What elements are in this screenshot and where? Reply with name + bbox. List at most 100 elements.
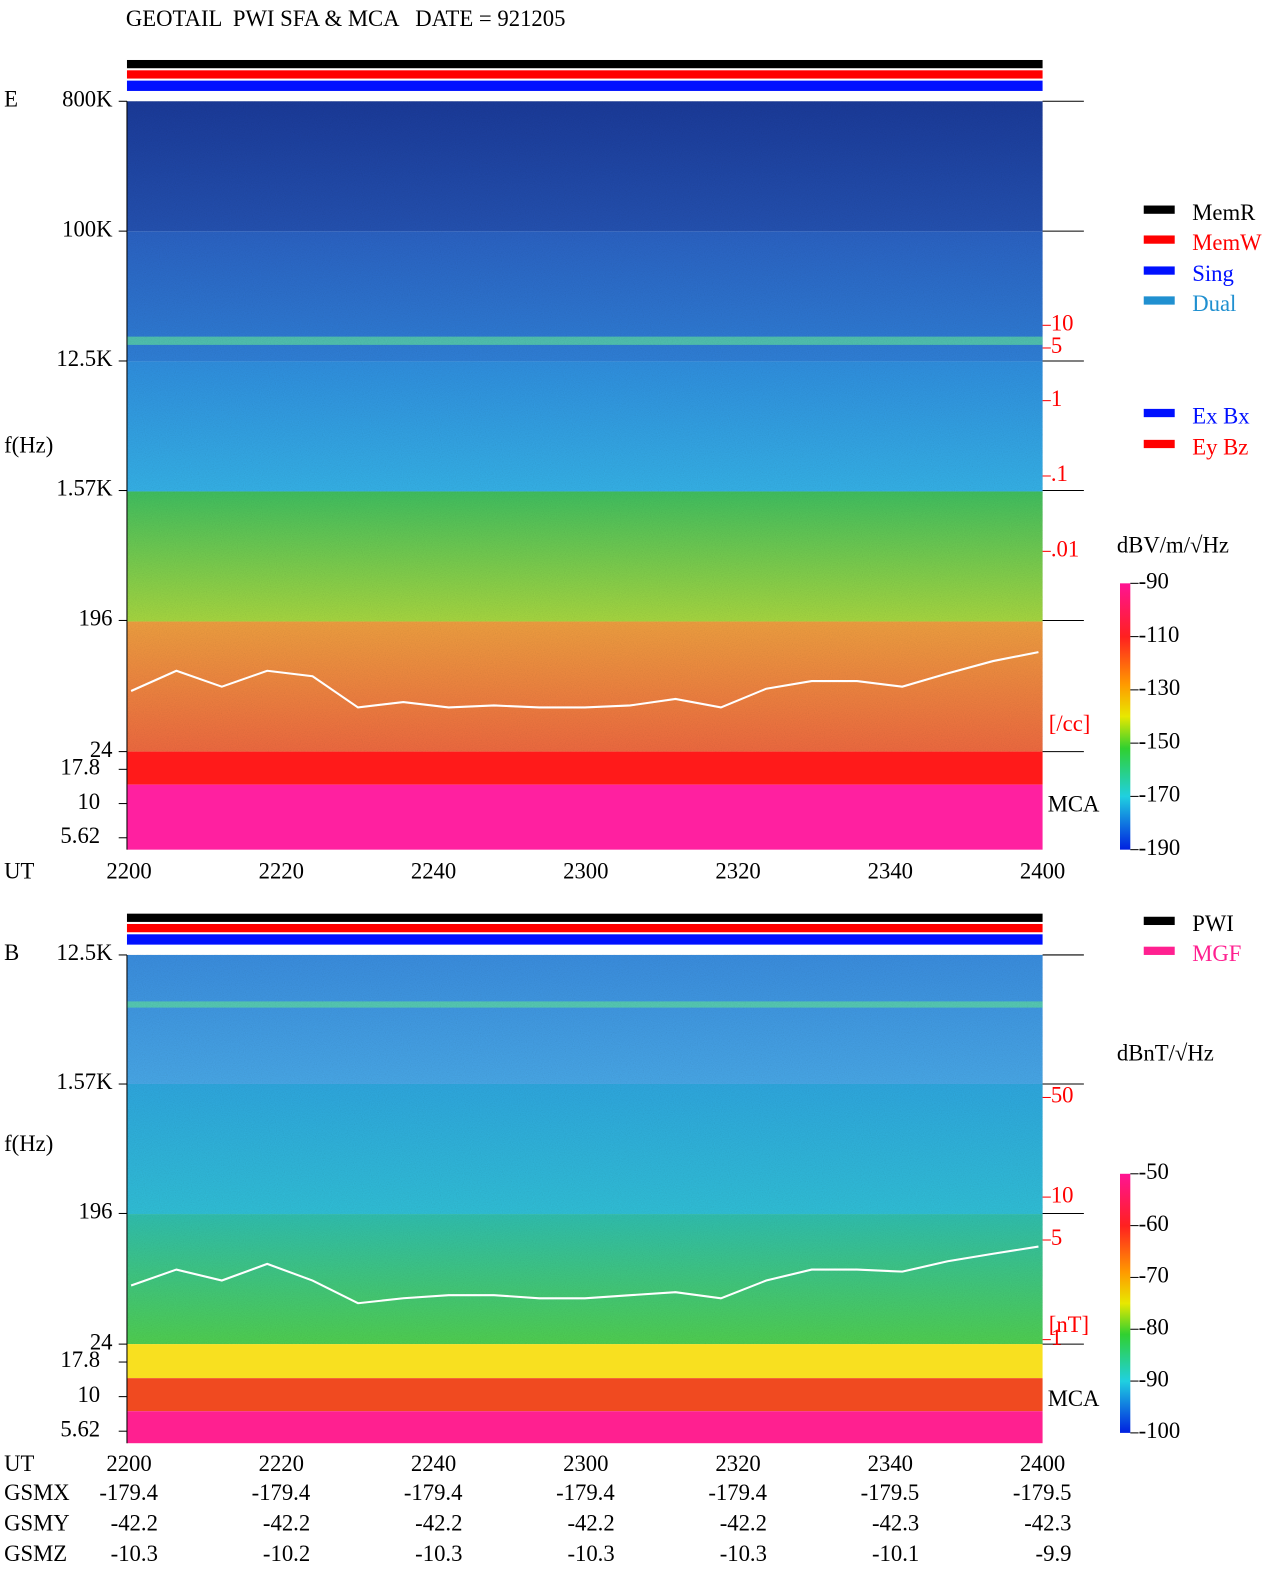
orbit-value: -9.9 xyxy=(1036,1541,1072,1566)
orbit-value: -10.3 xyxy=(567,1541,614,1566)
status-bar xyxy=(126,80,1043,91)
orbit-value: -179.4 xyxy=(99,1480,158,1505)
colorbar xyxy=(1120,1173,1131,1433)
colorbar-tick-label: -60 xyxy=(1139,1211,1169,1236)
mca-label: MCA xyxy=(1048,792,1100,817)
orbit-value: -179.4 xyxy=(252,1480,311,1505)
legend-swatch xyxy=(1143,946,1175,955)
status-bar xyxy=(126,934,1043,945)
orbit-row-label: GSMX xyxy=(4,1480,70,1505)
status-bar xyxy=(126,913,1043,922)
mca-tick-label: 17.8 xyxy=(60,1347,100,1372)
orbit-value: -10.3 xyxy=(720,1541,767,1566)
colorbar-tick-label: -170 xyxy=(1139,782,1181,807)
orbit-row-label: GSMZ xyxy=(4,1541,67,1566)
colorbar xyxy=(1120,583,1131,850)
y-axis-label: f(Hz) xyxy=(4,1131,53,1156)
orbit-value: -10.1 xyxy=(872,1541,919,1566)
panel-label: E xyxy=(4,86,18,111)
orbit-value: -10.3 xyxy=(415,1541,462,1566)
colorbar-tick-label: -90 xyxy=(1139,1366,1169,1391)
colorbar-tick-label: -130 xyxy=(1139,675,1181,700)
legend-swatch xyxy=(1143,408,1175,418)
y2-tick-label: .1 xyxy=(1051,461,1068,486)
spectrogram-noise xyxy=(126,954,1043,1345)
status-bar xyxy=(126,59,1043,69)
x-tick-label: 2320 xyxy=(715,859,760,884)
orbit-value: -42.2 xyxy=(263,1510,310,1535)
colorbar-tick-label: -110 xyxy=(1139,622,1180,647)
x-axis-label: UT xyxy=(4,859,34,884)
density-line xyxy=(130,651,1039,709)
orbit-value: -179.5 xyxy=(861,1480,920,1505)
legend-label: Dual xyxy=(1192,291,1236,316)
orbit-value: -10.2 xyxy=(263,1541,310,1566)
legend-swatch xyxy=(1143,916,1175,926)
colorbar-tick-label: -90 xyxy=(1139,569,1169,594)
legend-label: PWI xyxy=(1192,911,1234,936)
y2-unit-label: [/cc] xyxy=(1049,711,1091,736)
legend-label: MGF xyxy=(1192,941,1241,966)
y-tick-label: 196 xyxy=(78,606,112,631)
x-tick-label: 2300 xyxy=(563,1451,608,1476)
legend-label: MemR xyxy=(1192,200,1256,225)
y-tick-label: 12.5K xyxy=(56,940,113,965)
mca-band xyxy=(126,1411,1043,1444)
colorbar-tick-label: -70 xyxy=(1139,1263,1169,1288)
legend-label: Ex Bx xyxy=(1192,403,1250,428)
orbit-value: -42.3 xyxy=(1024,1510,1071,1535)
y-tick-label: 24 xyxy=(90,737,113,762)
mca-band xyxy=(126,784,1043,850)
y-tick-label: 1.57K xyxy=(56,1069,113,1094)
legend-label: Sing xyxy=(1192,261,1234,286)
x-tick-label: 2300 xyxy=(563,859,608,884)
y2-tick-label: 5 xyxy=(1051,1225,1062,1250)
orbit-value: -42.2 xyxy=(415,1510,462,1535)
status-bar xyxy=(126,70,1043,79)
legend-label: MemW xyxy=(1192,230,1262,255)
legend-swatch xyxy=(1143,205,1175,214)
panel-label: B xyxy=(4,940,19,965)
legend-label: Ey Bz xyxy=(1192,434,1248,459)
title: GEOTAIL PWI SFA & MCA DATE = 921205 xyxy=(126,6,566,31)
spectrogram-noise xyxy=(126,101,1043,752)
x-tick-label: 2400 xyxy=(1020,1451,1065,1476)
x-tick-label: 2240 xyxy=(411,859,456,884)
colorbar-tick-label: -190 xyxy=(1139,835,1181,860)
mca-tick-label: 10 xyxy=(77,1382,100,1407)
orbit-value: -179.4 xyxy=(556,1480,615,1505)
orbit-value: -42.2 xyxy=(111,1510,158,1535)
y2-tick-label: 1 xyxy=(1051,1325,1062,1350)
orbit-value: -179.4 xyxy=(404,1480,463,1505)
y-tick-label: 12.5K xyxy=(56,346,113,371)
legend-swatch xyxy=(1143,439,1175,449)
orbit-value: -42.2 xyxy=(567,1510,614,1535)
mca-tick-label: 5.62 xyxy=(60,823,100,848)
colorbar-label: dBV/m/√Hz xyxy=(1117,532,1229,557)
colorbar-label: dBnT/√Hz xyxy=(1117,1040,1214,1065)
y-tick-label: 1.57K xyxy=(56,476,113,501)
x-tick-label: 2200 xyxy=(106,1451,151,1476)
x-tick-label: 2240 xyxy=(411,1451,456,1476)
x-tick-label: 2340 xyxy=(868,859,913,884)
y2-tick-label: 10 xyxy=(1051,311,1074,336)
mca-band xyxy=(126,751,1043,785)
orbit-value: -179.5 xyxy=(1013,1480,1072,1505)
colorbar-tick-label: -80 xyxy=(1139,1314,1169,1339)
y-tick-label: 24 xyxy=(90,1329,113,1354)
y2-tick-label: 1 xyxy=(1051,386,1062,411)
mca-tick-label: 17.8 xyxy=(60,755,100,780)
legend-swatch xyxy=(1143,296,1175,305)
mca-tick-label: 10 xyxy=(77,789,100,814)
colorbar-tick-label: -150 xyxy=(1139,728,1181,753)
x-tick-label: 2400 xyxy=(1020,859,1065,884)
y2-tick-label: 10 xyxy=(1051,1182,1074,1207)
y-tick-label: 800K xyxy=(62,86,113,111)
y2-tick-label: 5 xyxy=(1051,333,1062,358)
mca-tick-label: 5.62 xyxy=(60,1416,100,1441)
orbit-value: -10.3 xyxy=(111,1541,158,1566)
x-tick-label: 2340 xyxy=(868,1451,913,1476)
y-axis-label: f(Hz) xyxy=(4,432,53,457)
status-bar xyxy=(126,923,1043,933)
